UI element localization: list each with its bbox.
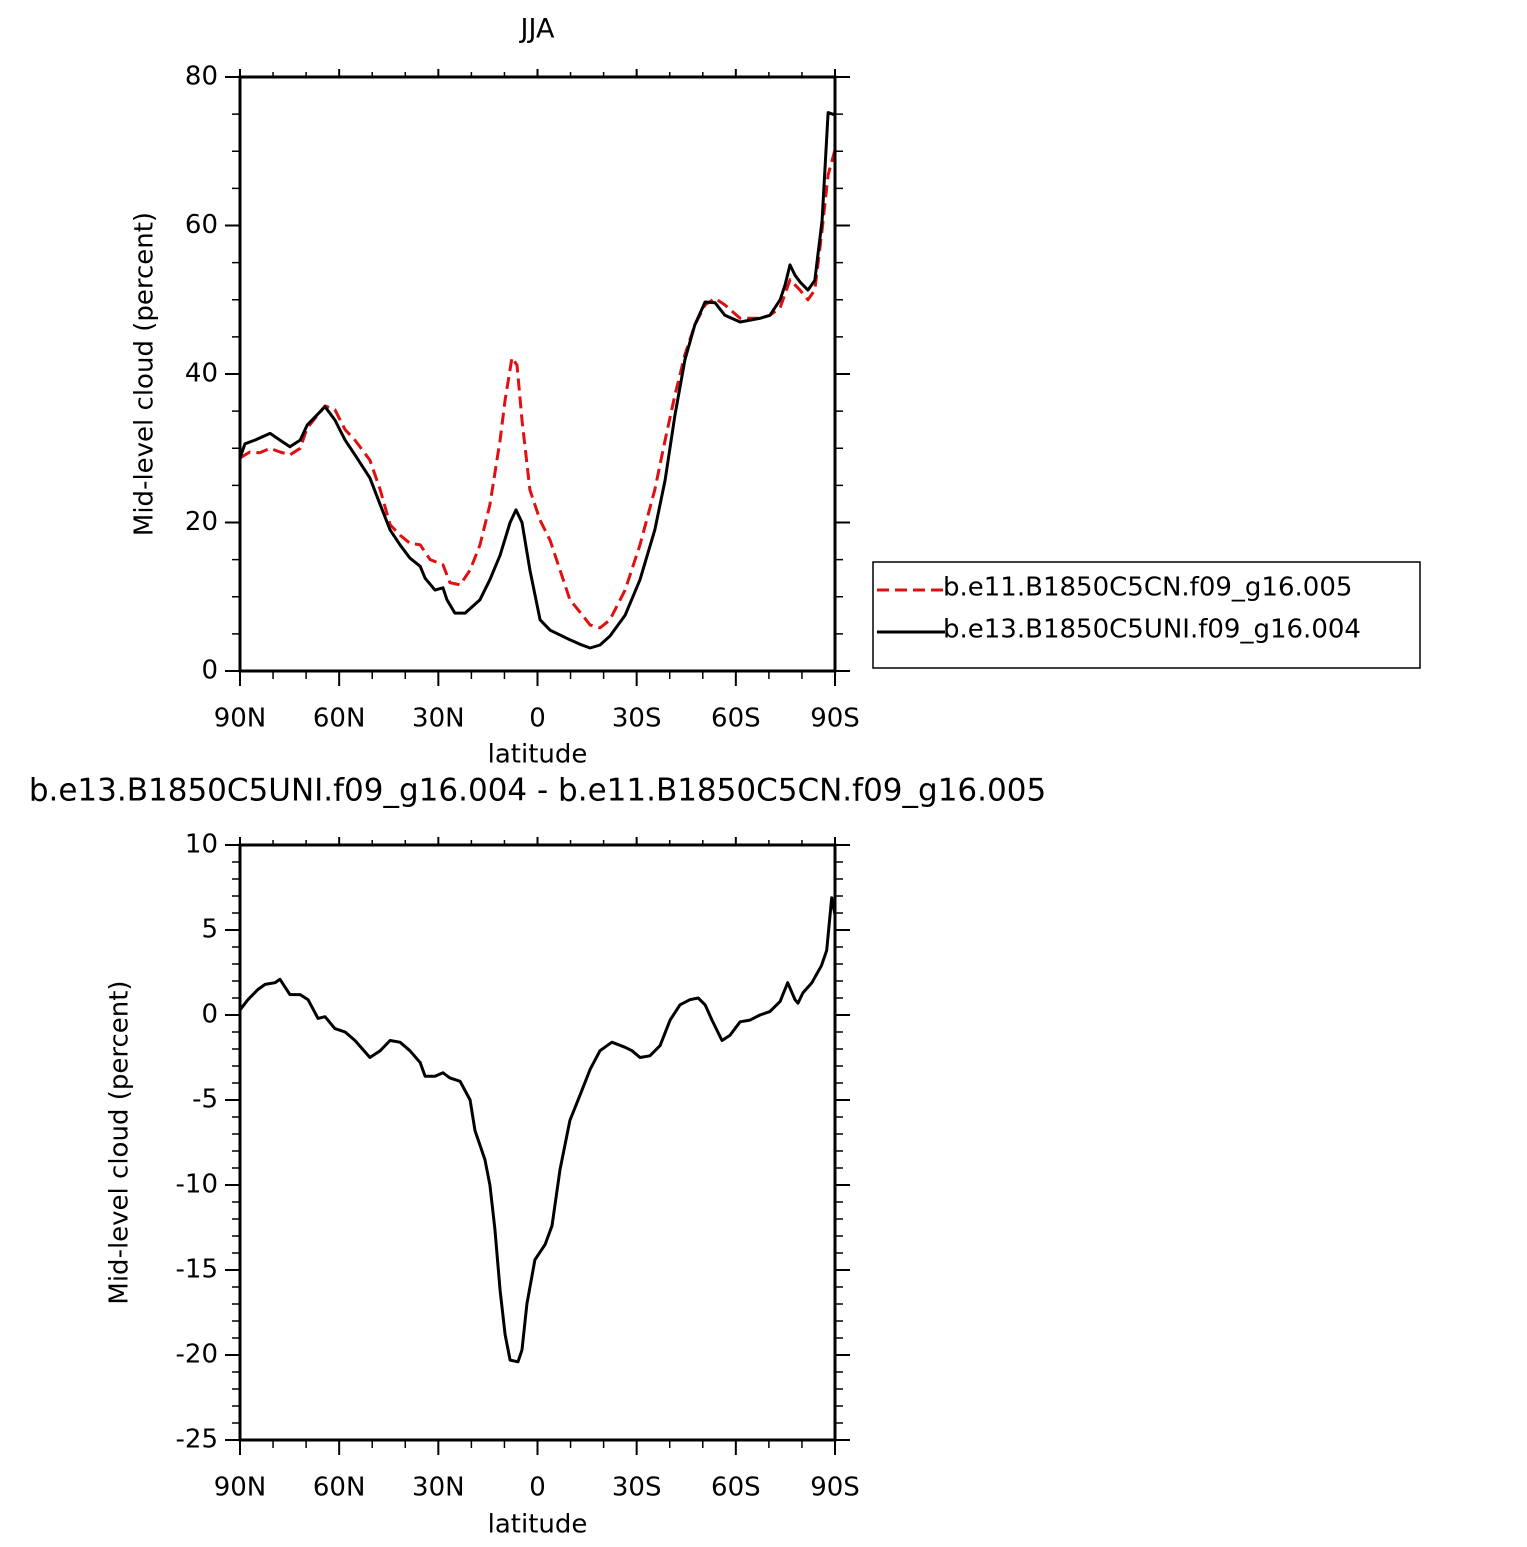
y-tick-label: 60 bbox=[185, 210, 218, 240]
data-line bbox=[239, 149, 837, 630]
x-tick-label: 60S bbox=[711, 704, 761, 734]
x-tick-label: 0 bbox=[529, 1473, 546, 1503]
x-tick-label: 90N bbox=[214, 1473, 267, 1503]
legend-label: b.e13.B1850C5UNI.f09_g16.004 bbox=[943, 615, 1361, 645]
x-tick-label: 30N bbox=[412, 704, 465, 734]
y-tick-label: 80 bbox=[185, 62, 218, 92]
y-tick-label: -5 bbox=[192, 1085, 218, 1115]
x-tick-label: 60N bbox=[313, 704, 366, 734]
legend-box bbox=[872, 561, 1421, 669]
y-tick-label: -25 bbox=[176, 1425, 218, 1455]
legend-label: b.e11.B1850C5CN.f09_g16.005 bbox=[943, 573, 1352, 603]
chart-title: b.e13.B1850C5UNI.f09_g16.004 - b.e11.B18… bbox=[29, 773, 1046, 809]
y-tick-label: 10 bbox=[185, 830, 218, 860]
x-tick-label: 90S bbox=[810, 704, 860, 734]
y-tick-label: -10 bbox=[176, 1170, 218, 1200]
chart-title: JJA bbox=[519, 14, 555, 45]
data-line bbox=[238, 896, 837, 1364]
y-tick-label: -20 bbox=[176, 1340, 218, 1370]
data-line bbox=[238, 111, 836, 650]
plot-frame bbox=[238, 75, 837, 673]
y-axis-label: Mid-level cloud (percent) bbox=[130, 212, 160, 536]
x-axis-label: latitude bbox=[488, 740, 588, 770]
x-tick-label: 90S bbox=[810, 1473, 860, 1503]
x-tick-label: 30S bbox=[612, 1473, 662, 1503]
y-tick-label: -15 bbox=[176, 1255, 218, 1285]
y-tick-label: 5 bbox=[201, 915, 218, 945]
x-axis-label: latitude bbox=[488, 1510, 588, 1540]
plot-frame bbox=[238, 843, 837, 1442]
y-tick-label: 0 bbox=[201, 1000, 218, 1030]
y-axis-label: Mid-level cloud (percent) bbox=[105, 980, 135, 1304]
y-tick-label: 40 bbox=[185, 359, 218, 389]
x-tick-label: 30N bbox=[412, 1473, 465, 1503]
y-tick-label: 0 bbox=[201, 656, 218, 686]
x-tick-label: 30S bbox=[612, 704, 662, 734]
x-tick-label: 60S bbox=[711, 1473, 761, 1503]
y-tick-label: 20 bbox=[185, 507, 218, 537]
x-tick-label: 90N bbox=[214, 704, 267, 734]
x-tick-label: 0 bbox=[529, 704, 546, 734]
x-tick-label: 60N bbox=[313, 1473, 366, 1503]
